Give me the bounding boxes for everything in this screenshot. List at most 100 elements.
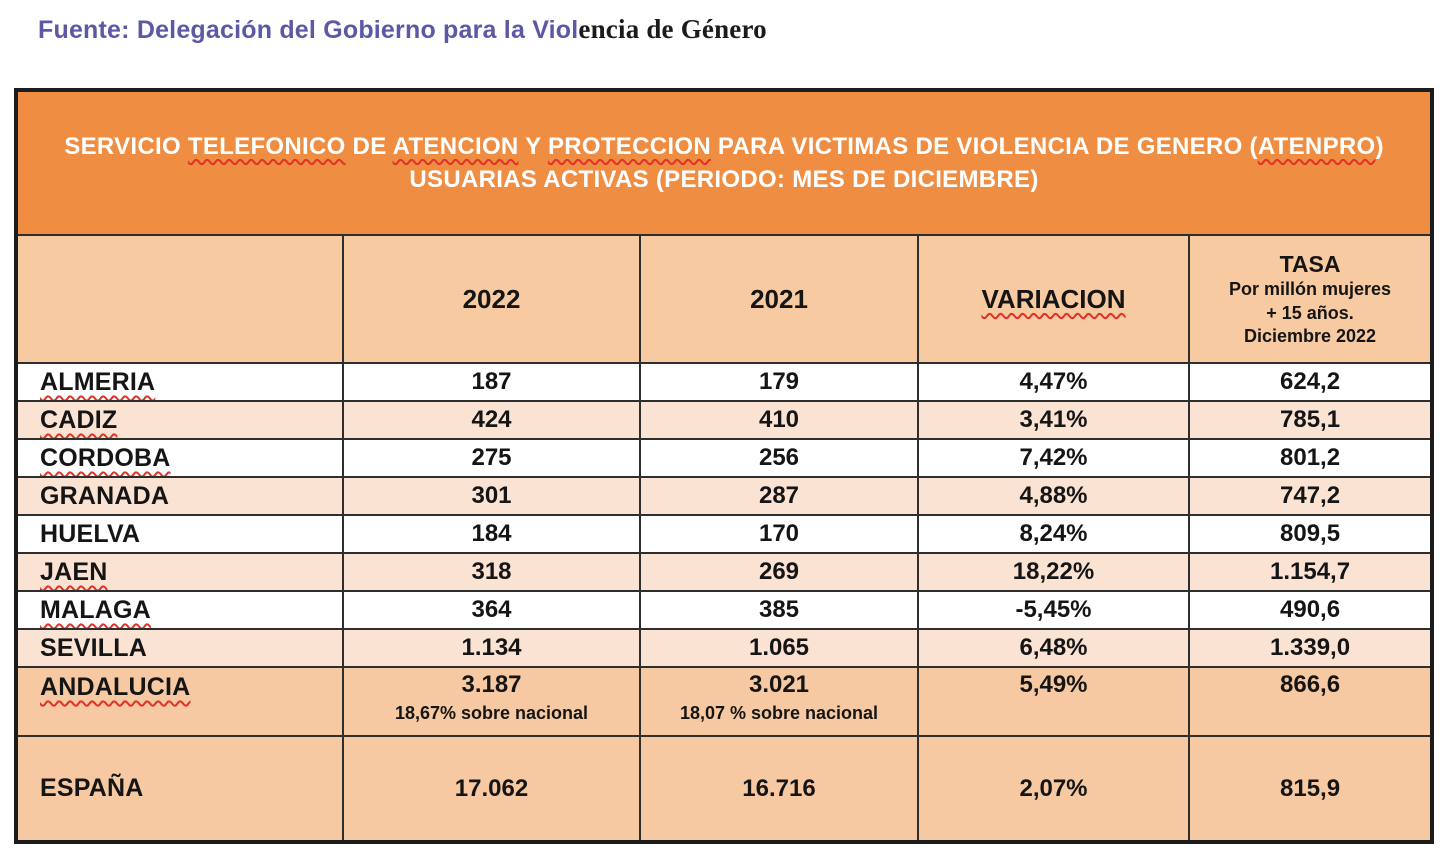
value-2022-cell: 424 <box>342 400 641 440</box>
source-caption: Fuente: Delegación del Gobierno para la … <box>38 14 767 45</box>
table-row: JAEN 318 269 18,22% 1.154,7 <box>15 552 1434 592</box>
tasa-cell: 1.154,7 <box>1187 552 1434 592</box>
table-title: SERVICIO TELEFONICO DE ATENCION Y PROTEC… <box>14 89 1434 236</box>
col-header-region <box>15 234 344 364</box>
tasa-subline-1: Por millón mujeres <box>1229 279 1392 300</box>
variacion-cell: 18,22% <box>917 552 1190 592</box>
value-2021-cell: 269 <box>639 552 919 592</box>
col-header-variacion: VARIACION <box>917 234 1190 364</box>
misspelled-word: ATENCION <box>392 132 519 160</box>
region-cell: ALMERIA <box>15 362 344 402</box>
table-row: ESPAÑA 17.062 16.716 2,07% 815,9 <box>15 735 1434 843</box>
value-2021-cell: 3.021 18,07 % sobre nacional <box>639 666 919 737</box>
variacion-cell: 3,41% <box>917 400 1190 440</box>
tasa-subline-2: + 15 años. <box>1266 302 1354 323</box>
region-label: SEVILLA <box>40 633 147 662</box>
tasa-cell: 624,2 <box>1187 362 1434 402</box>
tasa-cell: 866,6 <box>1187 666 1434 737</box>
misspelled-word: ATENPRO <box>1257 132 1376 160</box>
table-row: HUELVA 184 170 8,24% 809,5 <box>15 514 1434 554</box>
variacion-cell: 6,48% <box>917 628 1190 668</box>
region-label: MALAGA <box>40 595 151 624</box>
title-text: Y <box>518 132 548 160</box>
variacion-cell: 4,47% <box>917 362 1190 402</box>
region-label: ESPAÑA <box>40 774 144 803</box>
region-cell: ESPAÑA <box>15 735 344 843</box>
value-2021-cell-subnote: 18,07 % sobre nacional <box>679 703 879 724</box>
region-cell: HUELVA <box>15 514 344 554</box>
title-text: SERVICIO <box>64 132 188 160</box>
variacion-cell: 7,42% <box>917 438 1190 478</box>
title-text: ) <box>1375 132 1384 160</box>
value-2022-cell: 301 <box>342 476 641 516</box>
value-2021-cell: 385 <box>639 590 919 630</box>
region-cell: GRANADA <box>15 476 344 516</box>
value-2021-cell: 1.065 <box>639 628 919 668</box>
value-2022-cell: 17.062 <box>342 735 641 843</box>
region-cell: SEVILLA <box>15 628 344 668</box>
tasa-cell: 809,5 <box>1187 514 1434 554</box>
table-row: CORDOBA 275 256 7,42% 801,2 <box>15 438 1434 478</box>
tasa-title: TASA <box>1279 250 1341 277</box>
value-2021-cell: 287 <box>639 476 919 516</box>
source-caption-main: Fuente: Delegación del Gobierno para la … <box>38 16 579 44</box>
region-cell: JAEN <box>15 552 344 592</box>
value-2021-cell: 170 <box>639 514 919 554</box>
title-text: PARA VICTIMAS DE VIOLENCIA DE GENERO ( <box>710 132 1258 160</box>
value-2021-cell: 256 <box>639 438 919 478</box>
value-2022-cell: 275 <box>342 438 641 478</box>
region-label: CORDOBA <box>40 443 171 472</box>
region-label: GRANADA <box>40 481 170 510</box>
title-line-2: USUARIAS ACTIVAS (PERIODO: MES DE DICIEM… <box>18 166 1430 194</box>
title-line-1: SERVICIO TELEFONICO DE ATENCION Y PROTEC… <box>18 133 1430 161</box>
atenpro-table: SERVICIO TELEFONICO DE ATENCION Y PROTEC… <box>14 88 1435 844</box>
col-header-2021: 2021 <box>639 234 919 364</box>
col-header-2022: 2022 <box>342 234 641 364</box>
value-2022-cell: 318 <box>342 552 641 592</box>
source-caption-tail: encia de Género <box>578 14 767 44</box>
tasa-cell: 490,6 <box>1187 590 1434 630</box>
value-2021-cell: 16.716 <box>639 735 919 843</box>
misspelled-word: TELEFONICO <box>187 132 346 160</box>
tasa-subline-3: Diciembre 2022 <box>1243 326 1377 347</box>
variacion-cell: 2,07% <box>917 735 1190 843</box>
table-row: ALMERIA 187 179 4,47% 624,2 <box>15 362 1434 402</box>
region-label: HUELVA <box>40 519 141 548</box>
variacion-cell: -5,45% <box>917 590 1190 630</box>
region-cell: CORDOBA <box>15 438 344 478</box>
table-row: ANDALUCIA 3.187 18,67% sobre nacional 3.021… <box>15 666 1434 737</box>
region-label: CADIZ <box>40 405 118 434</box>
region-label: ANDALUCIA <box>40 673 191 701</box>
table-row: GRANADA 301 287 4,88% 747,2 <box>15 476 1434 516</box>
value-2022-cell: 184 <box>342 514 641 554</box>
tasa-cell: 1.339,0 <box>1187 628 1434 668</box>
value-2021-cell: 410 <box>639 400 919 440</box>
value-2021-cell: 179 <box>639 362 919 402</box>
region-label: ALMERIA <box>40 367 156 396</box>
variacion-cell: 4,88% <box>917 476 1190 516</box>
title-text: USUARIAS ACTIVAS (PERIODO: MES DE DICIEM… <box>409 165 1039 193</box>
table-row: MALAGA 364 385 -5,45% 490,6 <box>15 590 1434 630</box>
region-cell: CADIZ <box>15 400 344 440</box>
tasa-cell: 801,2 <box>1187 438 1434 478</box>
variacion-cell: 5,49% <box>917 666 1190 737</box>
region-cell: MALAGA <box>15 590 344 630</box>
table-row: SEVILLA 1.134 1.065 6,48% 1.339,0 <box>15 628 1434 668</box>
title-text: DE <box>345 132 393 160</box>
value-2022-cell: 187 <box>342 362 641 402</box>
table-row: CADIZ 424 410 3,41% 785,1 <box>15 400 1434 440</box>
value-2022-cell: 3.187 18,67% sobre nacional <box>342 666 641 737</box>
tasa-cell: 785,1 <box>1187 400 1434 440</box>
misspelled-word: PROTECCION <box>547 132 711 160</box>
value-2022-cell: 364 <box>342 590 641 630</box>
value-2022-cell: 1.134 <box>342 628 641 668</box>
tasa-cell: 815,9 <box>1187 735 1434 843</box>
col-header-variacion-label: VARIACION <box>981 283 1126 314</box>
col-header-tasa: TASA Por millón mujeres + 15 años. Dicie… <box>1187 234 1434 364</box>
title-band-row: SERVICIO TELEFONICO DE ATENCION Y PROTEC… <box>14 89 1434 236</box>
tasa-cell: 747,2 <box>1187 476 1434 516</box>
variacion-cell: 8,24% <box>917 514 1190 554</box>
region-label: JAEN <box>40 557 108 586</box>
region-cell: ANDALUCIA <box>15 666 344 737</box>
column-header-row: 2022 2021 VARIACION TASA Por millón muje… <box>15 234 1434 364</box>
